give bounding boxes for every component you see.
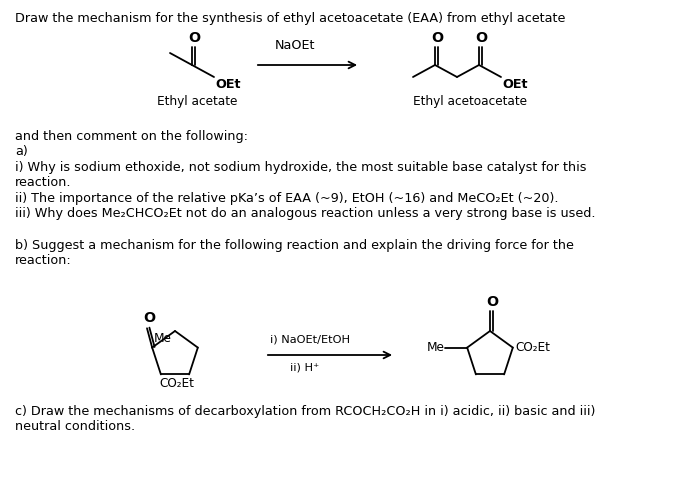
Text: a): a) — [15, 145, 28, 158]
Text: iii) Why does Me₂CHCO₂Et not do an analogous reaction unless a very strong base : iii) Why does Me₂CHCO₂Et not do an analo… — [15, 208, 596, 221]
Text: O: O — [431, 31, 443, 45]
Text: Me: Me — [427, 341, 445, 354]
Text: b) Suggest a mechanism for the following reaction and explain the driving force : b) Suggest a mechanism for the following… — [15, 239, 574, 252]
Text: O: O — [143, 311, 155, 325]
Text: CO₂Et: CO₂Et — [516, 341, 551, 354]
Text: i) NaOEt/EtOH: i) NaOEt/EtOH — [270, 334, 350, 344]
Text: and then comment on the following:: and then comment on the following: — [15, 130, 248, 143]
Text: O: O — [486, 295, 498, 309]
Text: Draw the mechanism for the synthesis of ethyl acetoacetate (EAA) from ethyl acet: Draw the mechanism for the synthesis of … — [15, 12, 566, 25]
Text: Ethyl acetate: Ethyl acetate — [157, 95, 237, 108]
Text: O: O — [475, 31, 487, 45]
Text: reaction.: reaction. — [15, 176, 71, 189]
Text: i) Why is sodium ethoxide, not sodium hydroxide, the most suitable base catalyst: i) Why is sodium ethoxide, not sodium hy… — [15, 161, 587, 174]
Text: ii) H⁺: ii) H⁺ — [290, 363, 319, 373]
Text: ii) The importance of the relative pKa’s of EAA (~9), EtOH (~16) and MeCO₂Et (~2: ii) The importance of the relative pKa’s… — [15, 192, 559, 205]
Text: CO₂Et: CO₂Et — [159, 377, 194, 390]
Text: reaction:: reaction: — [15, 254, 71, 267]
Text: OEt: OEt — [502, 78, 528, 91]
Text: neutral conditions.: neutral conditions. — [15, 421, 135, 434]
Text: O: O — [188, 31, 200, 45]
Text: c) Draw the mechanisms of decarboxylation from RCOCH₂CO₂H in i) acidic, ii) basi: c) Draw the mechanisms of decarboxylatio… — [15, 405, 596, 418]
Text: Me: Me — [154, 332, 172, 344]
Text: Ethyl acetoacetate: Ethyl acetoacetate — [413, 95, 527, 108]
Text: OEt: OEt — [215, 78, 241, 91]
Text: NaOEt: NaOEt — [275, 39, 316, 52]
